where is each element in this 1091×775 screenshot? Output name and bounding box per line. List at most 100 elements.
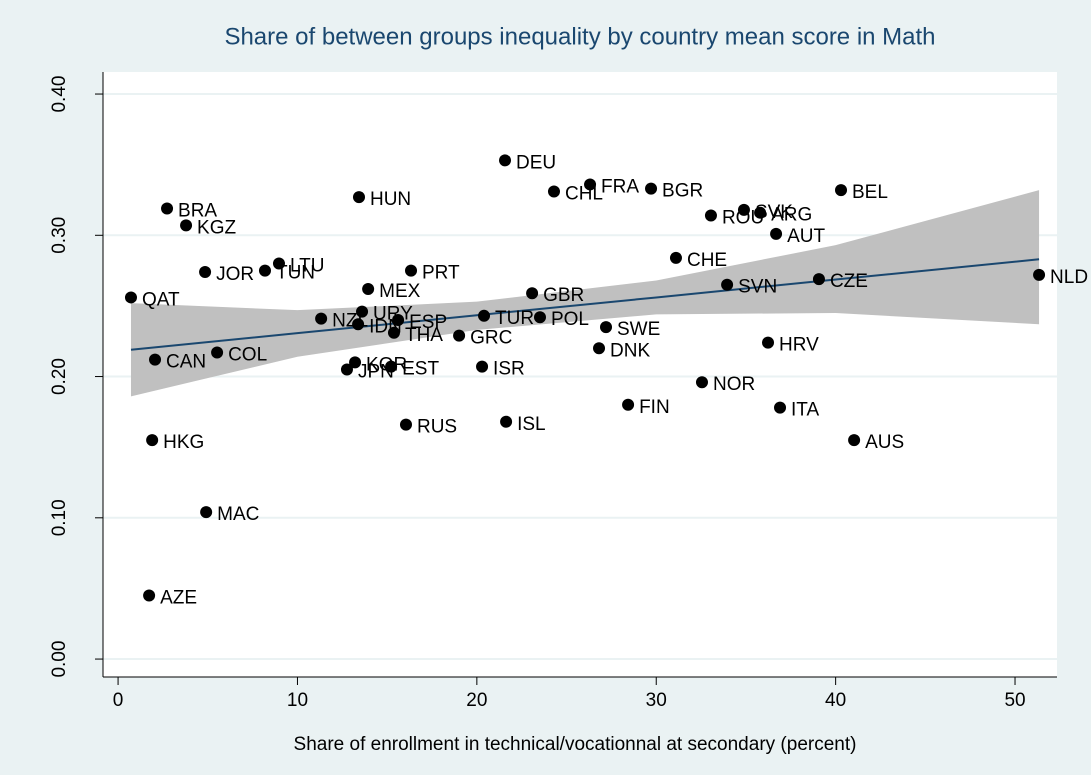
point-label: BEL: [852, 182, 888, 203]
x-tick-label: 10: [287, 690, 308, 711]
point-label: GBR: [543, 285, 584, 306]
point-label: ISR: [493, 359, 525, 380]
point-label: NLD: [1050, 267, 1088, 288]
point-label: ARG: [771, 205, 812, 226]
point-label: MEX: [379, 281, 421, 302]
point: [258, 264, 271, 277]
point-label: THA: [405, 325, 443, 346]
point: [737, 203, 750, 216]
point-label: BGR: [662, 181, 703, 202]
point-label: FIN: [639, 397, 670, 418]
y-tick-label: 0.00: [49, 641, 70, 678]
point-label: AUT: [787, 226, 825, 247]
point-label: SVN: [738, 277, 777, 298]
plot-area: [103, 72, 1057, 677]
point-label: CHL: [565, 184, 603, 205]
y-tick-label: 0.40: [49, 76, 70, 113]
point-label: LTU: [290, 256, 324, 277]
point-label: CZE: [830, 271, 868, 292]
point-label: FRA: [601, 176, 639, 197]
point: [584, 178, 597, 191]
x-tick-label: 20: [466, 690, 487, 711]
point-label: PRT: [422, 263, 460, 284]
x-tick-label: 0: [113, 690, 124, 711]
point: [399, 418, 412, 431]
point-label: GRC: [470, 328, 512, 349]
point-label: EST: [402, 359, 439, 380]
point-label: HRV: [779, 335, 819, 356]
point: [146, 434, 159, 447]
point-label: KGZ: [197, 217, 236, 238]
point: [704, 209, 717, 222]
point: [143, 589, 156, 602]
point: [721, 278, 734, 291]
point: [754, 206, 767, 219]
point-label: AUS: [865, 432, 904, 453]
point: [645, 182, 658, 195]
point: [478, 309, 491, 322]
point: [500, 415, 513, 428]
x-tick-label: 40: [825, 690, 846, 711]
point: [356, 305, 369, 318]
point-label: QAT: [142, 289, 180, 310]
point-label: JPN: [358, 362, 394, 383]
y-tick-label: 0.30: [49, 217, 70, 254]
point: [547, 185, 560, 198]
point-label: DNK: [610, 340, 650, 361]
point: [272, 257, 285, 270]
point-label: ITA: [791, 400, 819, 421]
point: [362, 282, 375, 295]
point-label: MAC: [217, 504, 259, 525]
point: [405, 264, 418, 277]
point: [774, 401, 787, 414]
point-label: ISL: [517, 414, 546, 435]
point: [200, 506, 213, 519]
chart-title: Share of between groups inequality by co…: [224, 23, 935, 50]
point: [593, 342, 606, 355]
x-tick-label: 30: [646, 690, 667, 711]
x-tick-label: 50: [1004, 690, 1025, 711]
point: [180, 219, 193, 232]
point: [695, 376, 708, 389]
fit-line: [130, 258, 1040, 351]
point: [124, 291, 137, 304]
point: [392, 314, 405, 327]
point: [161, 202, 174, 215]
point-label: CHE: [687, 250, 727, 271]
point: [622, 398, 635, 411]
point-label: DEU: [516, 152, 556, 173]
confidence-band: [130, 190, 1040, 397]
point: [812, 273, 825, 286]
point: [315, 312, 328, 325]
point-label: HKG: [163, 432, 204, 453]
point-label: RUS: [417, 417, 457, 438]
point-label: ESP: [409, 312, 447, 333]
point-label: SWE: [617, 319, 660, 340]
point: [199, 266, 212, 279]
point-label: SVK: [755, 202, 793, 223]
point-label: COL: [228, 345, 267, 366]
point-label: CAN: [166, 352, 206, 373]
point: [476, 360, 489, 373]
point-label: NOR: [713, 374, 755, 395]
point-label: TUR: [495, 308, 534, 329]
point-label: TUN: [276, 263, 315, 284]
point: [352, 191, 365, 204]
point: [453, 329, 466, 342]
point: [848, 434, 861, 447]
point: [211, 346, 224, 359]
point: [149, 353, 162, 366]
point-label: POL: [551, 309, 589, 330]
point-label: HUN: [370, 189, 411, 210]
y-tick-label: 0.20: [49, 358, 70, 395]
point-label: AZE: [160, 588, 197, 609]
point-label: BRA: [178, 200, 217, 221]
point-label: ROU: [722, 208, 764, 229]
y-tick-label: 0.10: [49, 499, 70, 536]
point: [770, 227, 783, 240]
point: [499, 154, 512, 167]
point: [1033, 268, 1046, 281]
point: [385, 360, 398, 373]
point-label: JOR: [216, 264, 254, 285]
